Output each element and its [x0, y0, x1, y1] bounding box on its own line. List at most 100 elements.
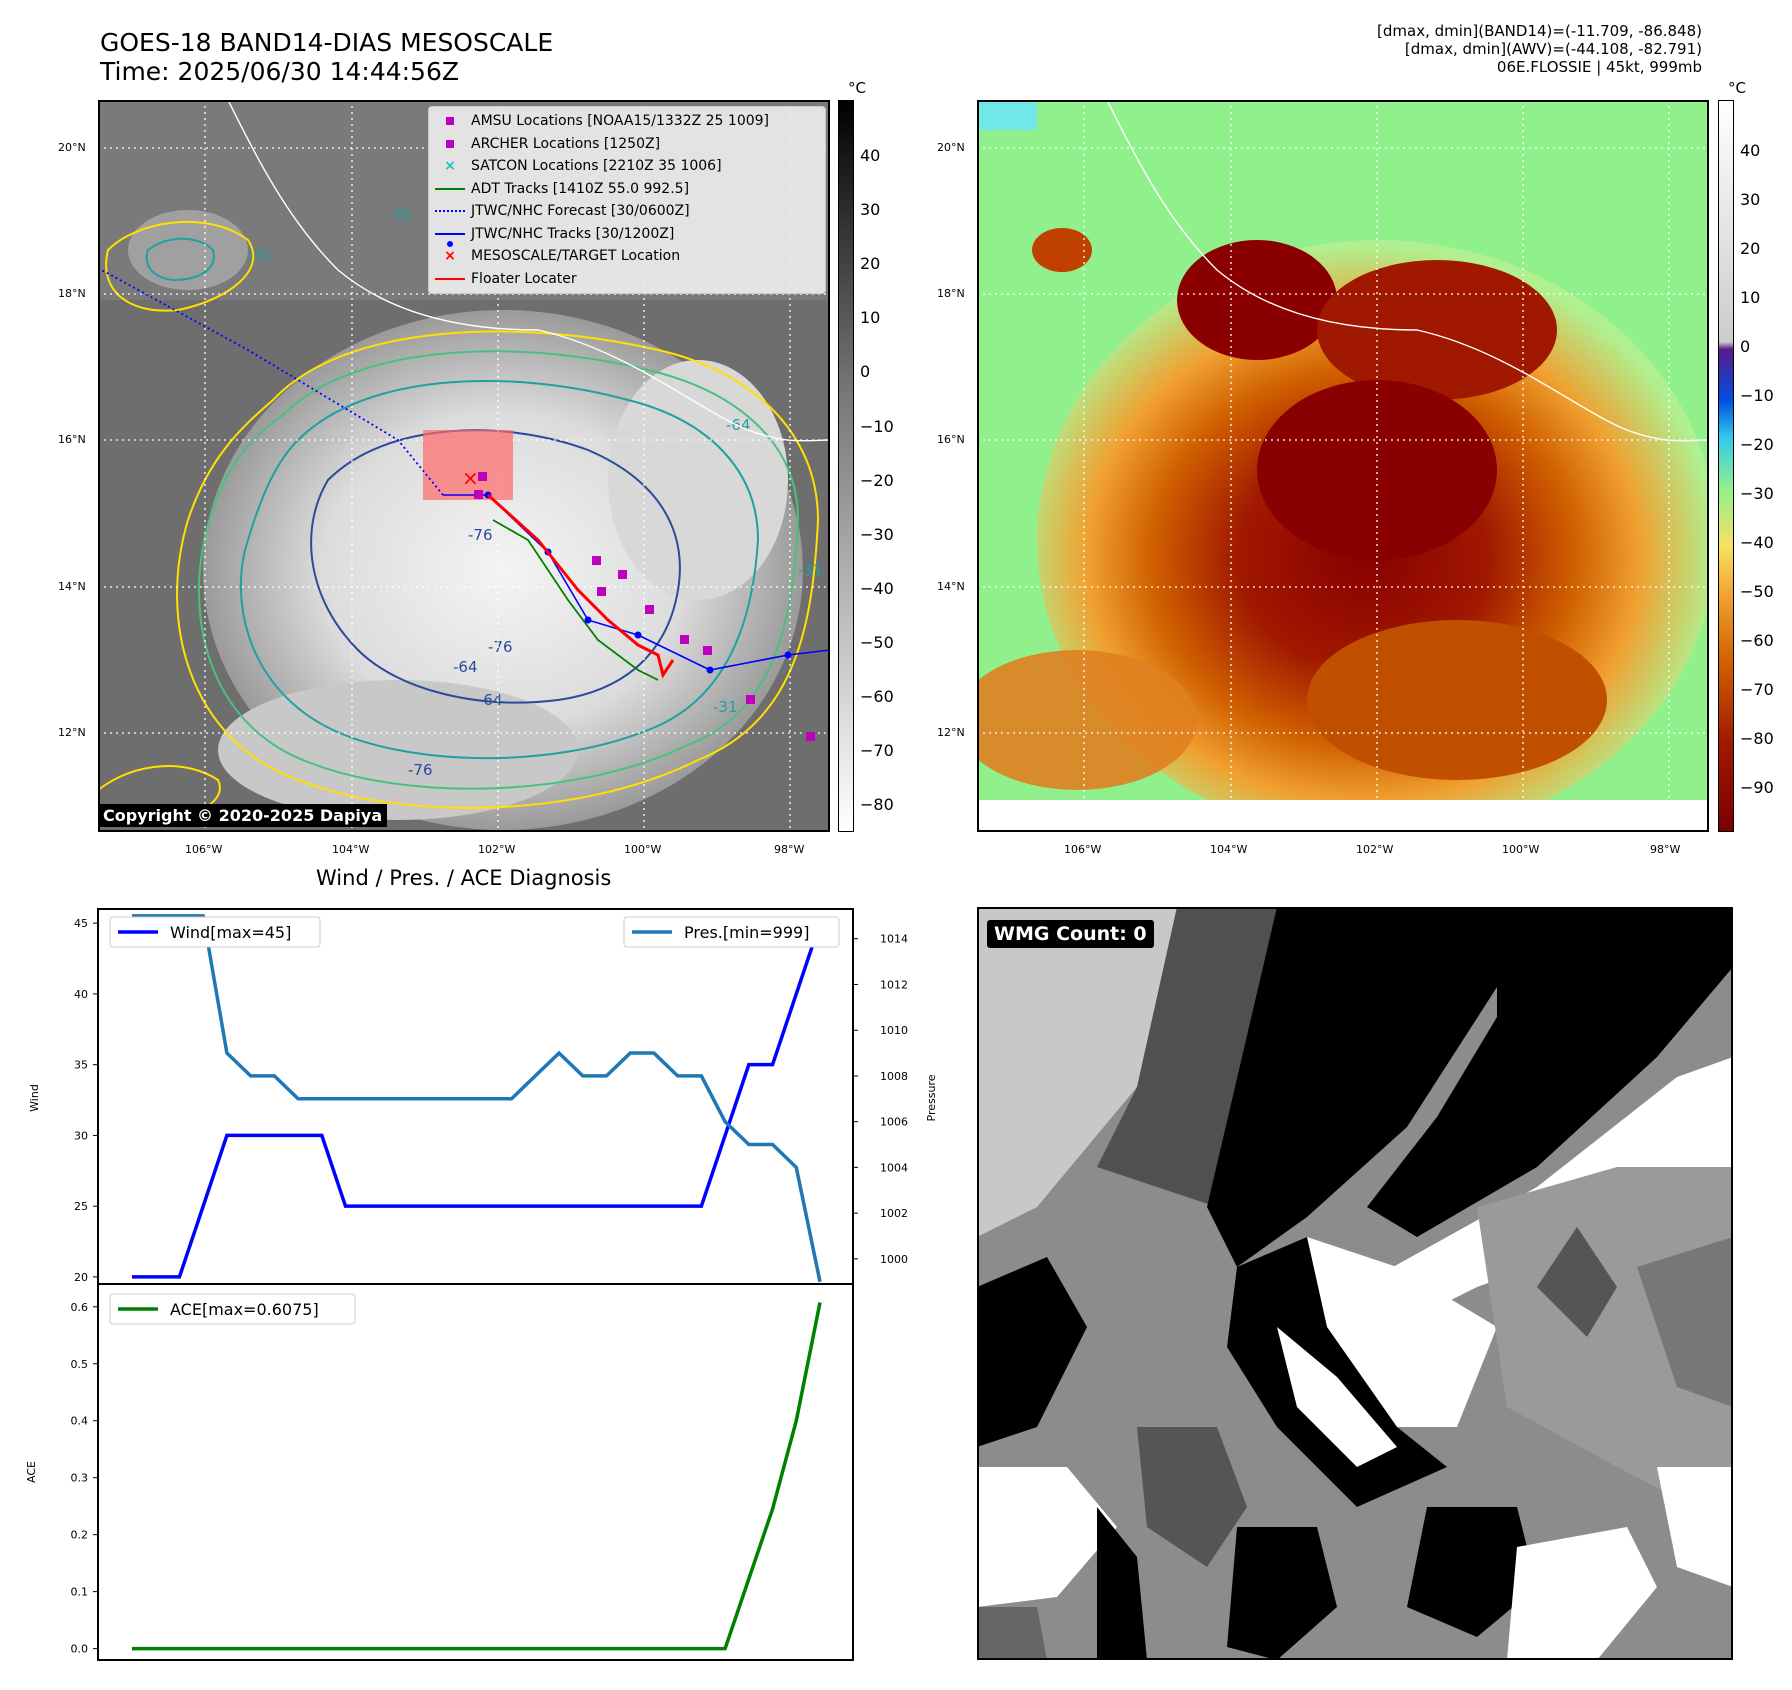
diagnosis-title: Wind / Pres. / ACE Diagnosis [316, 866, 612, 890]
grayscale-colorbar [838, 100, 854, 832]
colorbar-tick-label: −80 [1740, 729, 1774, 748]
y-tick-label: 40 [74, 988, 88, 1001]
colorbar-tick-label: −30 [1740, 484, 1774, 503]
contour-label: -31 [798, 561, 823, 579]
colorbar-tick-label: −20 [1740, 435, 1774, 454]
chart-title: GOES-18 BAND14-DIAS MESOSCALE Time: 2025… [100, 28, 553, 86]
contour-label: -64 [453, 658, 478, 676]
storm-info: [dmax, dmin](BAND14)=(-11.709, -86.848) … [1377, 22, 1702, 76]
y-tick-label: 0.0 [71, 1643, 89, 1656]
legend-item: × SATCON Locations [2210Z 35 1006] [429, 155, 825, 178]
pressure-legend [623, 916, 840, 948]
y-tick-label: 30 [74, 1129, 88, 1142]
legend-item: Floater Locater [429, 268, 825, 291]
contour-label: -76 [488, 638, 513, 656]
legend-item: ARCHER Locations [1250Z] [429, 133, 825, 156]
colorbar-tick-label: −50 [1740, 582, 1774, 601]
colorbar-unit: °C [848, 79, 866, 97]
legend-item: ADT Tracks [1410Z 55.0 992.5] [429, 178, 825, 201]
lat-label: 20°N [937, 141, 965, 154]
contour-label: -31 [388, 206, 413, 224]
y-right-tick-label: 1004 [880, 1161, 908, 1174]
y-tick-label: 45 [74, 917, 88, 930]
lat-label: 16°N [937, 433, 965, 446]
colorbar-tick-label: −50 [860, 632, 894, 652]
contour-label: -76 [468, 526, 493, 544]
red-line-icon [435, 277, 465, 280]
forecast-track [97, 267, 444, 496]
copyright-label: Copyright © 2020-2025 Dapiya [98, 804, 388, 827]
y-right-tick-label: 1012 [880, 978, 908, 991]
y-right-tick-label: 1006 [880, 1116, 908, 1129]
legend-label: JTWC/NHC Tracks [30/1200Z] [471, 225, 675, 242]
blue-dotted-line-icon [435, 210, 465, 213]
contour-labels: -31 -64 -76 -76 -64 -76 -64 -31 -31 -31 [248, 206, 823, 779]
y-tick-label: 0.5 [71, 1358, 89, 1371]
y-tick-label: 0.4 [71, 1415, 89, 1428]
series-line-pressure [132, 914, 822, 1283]
lat-label: 18°N [58, 287, 86, 300]
adt-track [492, 519, 659, 681]
colorbar-tick-label: −80 [860, 795, 894, 815]
colorbar-tick-label: 40 [1740, 141, 1761, 160]
colorbar-tick-label: −20 [860, 470, 894, 490]
colorbar-tick-label: 0 [860, 362, 871, 382]
y-tick-label: 0.3 [71, 1472, 89, 1485]
green-line-icon [435, 187, 465, 190]
wmg-panel: WMG Count: 0 [977, 907, 1733, 1660]
legend-item: × MESOSCALE/TARGET Location [429, 245, 825, 268]
lat-label: 14°N [937, 580, 965, 593]
amsu-archer-markers [474, 472, 815, 741]
color-map-image [957, 99, 1717, 840]
coastline [1106, 99, 1710, 442]
lon-label: 98°W [774, 843, 805, 856]
legend-label: AMSU Locations [NOAA15/1332Z 25 1009] [471, 113, 770, 130]
y-axis-label: Wind [28, 1084, 41, 1112]
coastline [227, 99, 831, 442]
colorbar-tick-label: −10 [1740, 386, 1774, 405]
color-map-frame [977, 100, 1709, 832]
legend-item: JTWC/NHC Forecast [30/0600Z] [429, 200, 825, 223]
colorbar-tick-label: 40 [860, 146, 881, 165]
lon-label: 102°W [478, 843, 516, 856]
lat-label: 16°N [58, 433, 86, 446]
ace-axis-label: ACE [25, 1461, 38, 1483]
y-tick-label: 25 [74, 1200, 88, 1213]
ir-map-frame [98, 100, 830, 832]
lat-label: 14°N [58, 580, 86, 593]
colorbar-unit: °C [1728, 79, 1746, 97]
wmg-frame [977, 907, 1733, 1660]
y-tick-label: 35 [74, 1059, 88, 1072]
contour-label: -31 [248, 246, 273, 264]
lat-label: 20°N [58, 141, 86, 154]
color-colorbar [1718, 100, 1734, 832]
lat-label: 12°N [58, 726, 86, 739]
colorbar-tick-label: −60 [860, 687, 894, 706]
colorbar-tick-label: −30 [860, 524, 894, 544]
legend-item: AMSU Locations [NOAA15/1332Z 25 1009] [429, 110, 825, 133]
lon-label: 104°W [332, 843, 370, 856]
legend-label: ADT Tracks [1410Z 55.0 992.5] [471, 180, 690, 197]
awv-range: [dmax, dmin](AWV)=(-44.108, -82.791) [1404, 40, 1702, 58]
ace-axes [97, 1283, 854, 1661]
lon-label: 100°W [624, 843, 662, 856]
y-right-tick-label: 1014 [880, 933, 908, 946]
y-tick-label: 20 [74, 1271, 88, 1284]
cyan-x-icon: × [444, 158, 456, 175]
colorbar-tick-label: 30 [860, 200, 881, 220]
legend-label: JTWC/NHC Forecast [30/0600Z] [471, 203, 690, 220]
y-tick-label: 0.6 [71, 1301, 89, 1314]
target-x-marker: × [462, 466, 479, 490]
colorbar-tick-label: −40 [1740, 533, 1774, 552]
lon-label: 104°W [1210, 843, 1248, 856]
legend-item: JTWC/NHC Tracks [30/1200Z] [429, 223, 825, 247]
series-line-wind [132, 922, 822, 1279]
series-line-ace [132, 1302, 822, 1651]
lat-label: 18°N [937, 287, 965, 300]
contour-label: -31 [713, 698, 738, 716]
lon-label: 102°W [1356, 843, 1394, 856]
colorbar-tick-label: −60 [1740, 631, 1774, 650]
red-x-icon: × [444, 248, 456, 265]
colorbar-tick-label: −70 [860, 741, 894, 761]
blue-line-dot-icon [435, 232, 465, 235]
